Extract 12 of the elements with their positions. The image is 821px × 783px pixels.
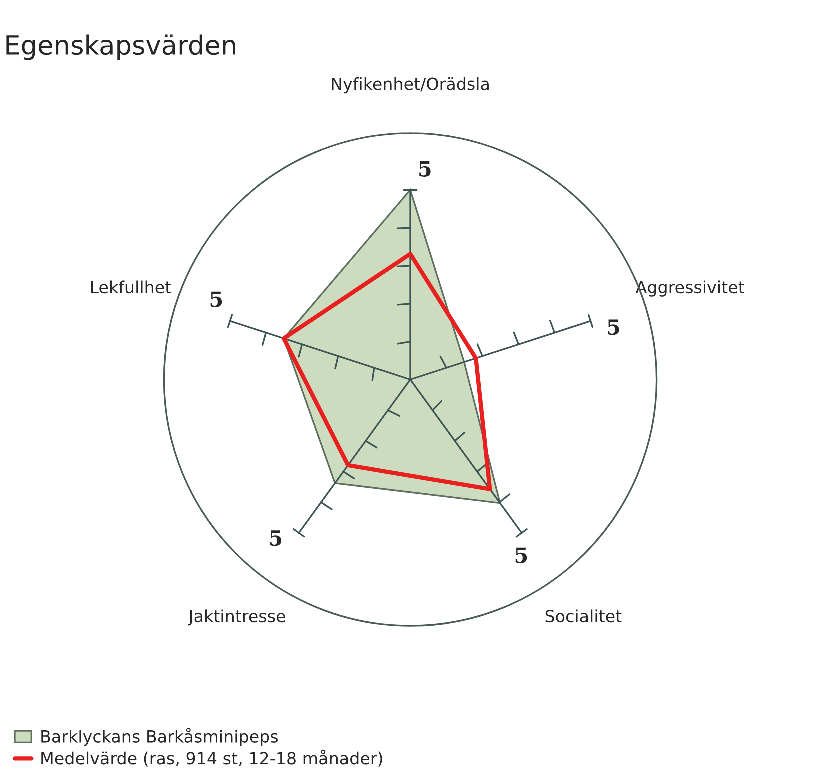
spoke-label: Jaktintresse <box>188 610 286 626</box>
spoke-label: Lekfullhet <box>91 280 172 294</box>
spoke-label: Nyfikenhet/Orädsla <box>332 77 489 94</box>
text: 5 <box>420 161 431 177</box>
text: 5 <box>270 530 282 546</box>
text: 5 <box>516 548 528 564</box>
spoke-label: Socialitet <box>546 610 622 623</box>
text: 5 <box>210 292 222 308</box>
legend-label: Medelvärde (ras, 914 st, 12-18 månader) <box>42 750 382 767</box>
chart-title: Egenskapsvärden <box>6 34 236 60</box>
legend-label: Barklyckans Barkåsminipeps <box>42 728 278 746</box>
text: 5 <box>608 320 620 336</box>
